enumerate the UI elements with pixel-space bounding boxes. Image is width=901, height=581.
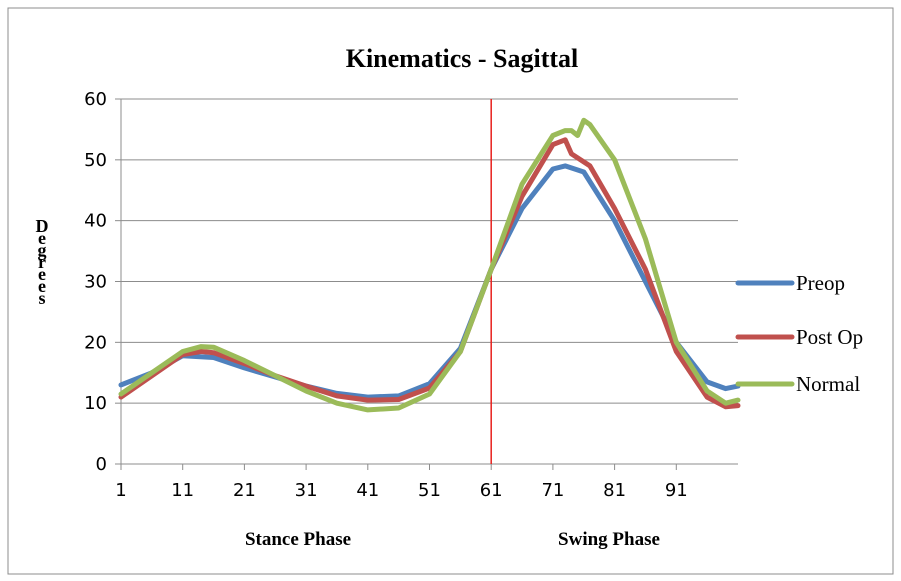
legend-label-normal: Normal: [796, 372, 860, 396]
x-region-label-swing: Swing Phase: [558, 529, 660, 550]
x-tick-label: 91: [665, 480, 688, 501]
y-tick-label: 30: [84, 272, 107, 293]
y-tick-label: 0: [96, 454, 107, 475]
legend-label-post-op: Post Op: [796, 325, 863, 349]
y-tick-label: 40: [84, 211, 107, 232]
legend-label-preop: Preop: [796, 271, 845, 295]
x-tick-label: 31: [295, 480, 318, 501]
x-tick-label: 61: [480, 480, 503, 501]
x-tick-label: 81: [603, 480, 626, 501]
y-axis-label-letter: D: [36, 216, 49, 236]
y-tick-labels: 0 10 20 30 40 50 60: [84, 89, 107, 475]
y-axis-label-letter: e: [38, 276, 46, 296]
y-tick-label: 10: [84, 393, 107, 414]
y-axis-label-letter: e: [38, 264, 46, 284]
y-axis-label-letter: r: [38, 252, 46, 272]
y-axis-label-letter: e: [38, 228, 46, 248]
chart-frame: [7, 7, 894, 575]
x-tick-label: 51: [418, 480, 441, 501]
x-tick-label: 41: [356, 480, 379, 501]
series-line-normal: [118, 117, 741, 413]
legend: Preop Post Op Normal: [735, 271, 863, 396]
gridlines: [121, 98, 738, 404]
chart-title: Kinematics - Sagittal: [346, 44, 579, 73]
y-axis-label-letter: s: [38, 288, 45, 308]
x-tick-label: 71: [541, 480, 564, 501]
series-lines: [118, 117, 741, 413]
y-tick-label: 50: [84, 150, 107, 171]
x-tick-label: 21: [233, 480, 256, 501]
y-tick-label: 60: [84, 89, 107, 110]
x-tick-labels: 1 11 21 31 41 51 61 71 81 91: [115, 480, 687, 501]
x-tick-label: 1: [115, 480, 126, 501]
x-region-label-stance: Stance Phase: [245, 529, 351, 550]
axes: [115, 98, 738, 470]
y-tick-label: 20: [84, 332, 107, 353]
y-axis-label-letter: g: [38, 240, 47, 260]
x-tick-label: 11: [171, 480, 194, 501]
